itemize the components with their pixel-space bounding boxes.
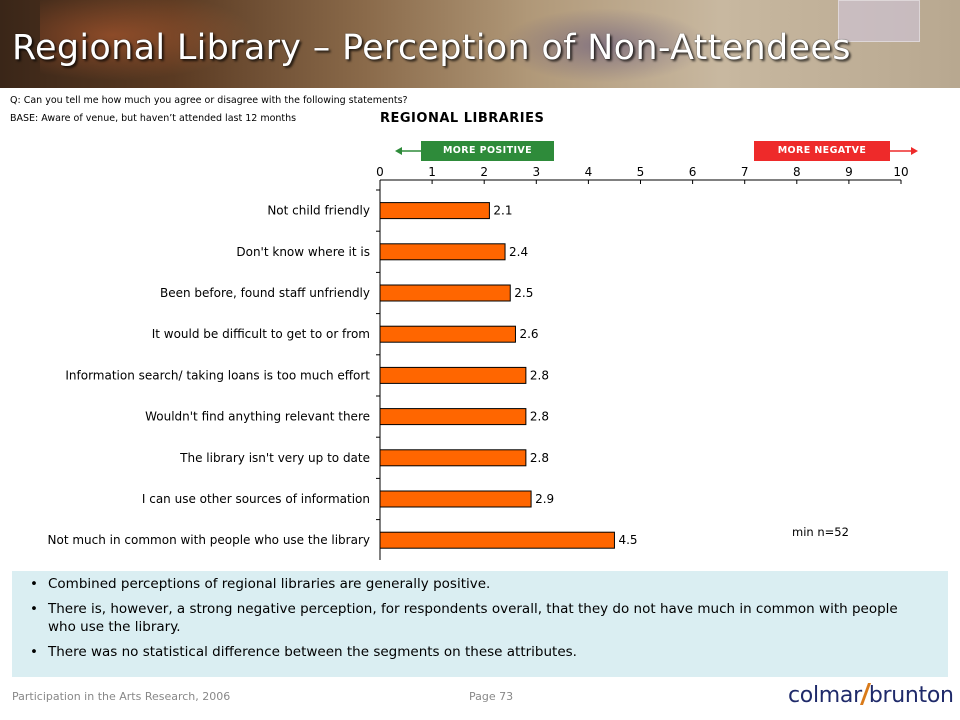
logo-text-brunton: brunton bbox=[868, 683, 954, 708]
logo-text-colmar: colmar bbox=[788, 683, 862, 708]
category-label: Information search/ taking loans is too … bbox=[65, 368, 370, 382]
summary-bullet: There is, however, a strong negative per… bbox=[30, 600, 928, 636]
x-tick-label: 6 bbox=[689, 165, 697, 179]
bar bbox=[379, 202, 490, 220]
data-label: 2.4 bbox=[509, 245, 528, 259]
data-label: 2.8 bbox=[530, 410, 549, 424]
header-photo-screen bbox=[500, 8, 710, 83]
bar bbox=[379, 408, 527, 426]
min-n-note: min n=52 bbox=[792, 525, 849, 539]
data-label: 2.1 bbox=[493, 204, 512, 218]
more-negative-label: MORE NEGATVE bbox=[754, 141, 890, 161]
x-tick-label: 5 bbox=[637, 165, 645, 179]
data-label: 2.6 bbox=[519, 327, 538, 341]
summary-list: Combined perceptions of regional librari… bbox=[12, 571, 948, 661]
category-label: Wouldn't find anything relevant there bbox=[145, 410, 370, 424]
x-tick-label: 9 bbox=[845, 165, 853, 179]
bar-chart: 0 1 2 3 4 5 6 7 8 9 10 Not child friendly 2.1 Don't k… bbox=[48, 147, 918, 560]
bar bbox=[379, 243, 506, 261]
category-label: Not much in common with people who use t… bbox=[48, 533, 371, 547]
data-label: 2.8 bbox=[530, 451, 549, 465]
footer-page-number: Page 73 bbox=[469, 690, 514, 703]
footer-source: Participation in the Arts Research, 2006 bbox=[12, 690, 231, 703]
data-label: 4.5 bbox=[618, 533, 637, 547]
bar bbox=[379, 449, 527, 467]
data-label: 2.5 bbox=[514, 286, 533, 300]
category-label: The library isn't very up to date bbox=[179, 451, 370, 465]
page-title: Regional Library – Perception of Non-Att… bbox=[12, 28, 851, 68]
positive-arrow-head bbox=[395, 147, 402, 155]
category-label: It would be difficult to get to or from bbox=[152, 327, 370, 341]
x-tick-label: 3 bbox=[532, 165, 540, 179]
x-tick-label: 10 bbox=[893, 165, 908, 179]
summary-bullet: Combined perceptions of regional librari… bbox=[30, 575, 928, 593]
x-tick-label: 0 bbox=[376, 165, 384, 179]
category-label: Not child friendly bbox=[267, 204, 370, 218]
category-label: Been before, found staff unfriendly bbox=[160, 286, 370, 300]
bar bbox=[379, 531, 615, 549]
x-tick-label: 4 bbox=[585, 165, 593, 179]
x-tick-label: 7 bbox=[741, 165, 749, 179]
x-tick-label: 8 bbox=[793, 165, 801, 179]
header-photo-window bbox=[838, 0, 920, 42]
bar bbox=[379, 490, 532, 508]
bar bbox=[379, 284, 511, 302]
negative-arrow-head bbox=[911, 147, 918, 155]
data-label: 2.8 bbox=[530, 368, 549, 382]
summary-bullet: There was no statistical difference betw… bbox=[30, 643, 928, 661]
x-tick-label: 1 bbox=[428, 165, 436, 179]
x-tick-label: 2 bbox=[480, 165, 488, 179]
question-text: Q: Can you tell me how much you agree or… bbox=[10, 95, 408, 106]
base-text: BASE: Aware of venue, but haven’t attend… bbox=[10, 113, 297, 124]
company-logo: colmar brunton bbox=[788, 683, 954, 713]
summary-panel: Combined perceptions of regional librari… bbox=[12, 571, 948, 677]
category-label: I can use other sources of information bbox=[142, 492, 370, 506]
chart-title: REGIONAL LIBRARIES bbox=[380, 111, 545, 126]
bar bbox=[379, 325, 516, 343]
data-label: 2.9 bbox=[535, 492, 554, 506]
more-positive-label: MORE POSITIVE bbox=[421, 141, 554, 161]
category-label: Don't know where it is bbox=[236, 245, 370, 259]
header-photo-stage bbox=[40, 0, 280, 88]
bar bbox=[379, 366, 527, 384]
header-banner bbox=[0, 0, 960, 88]
